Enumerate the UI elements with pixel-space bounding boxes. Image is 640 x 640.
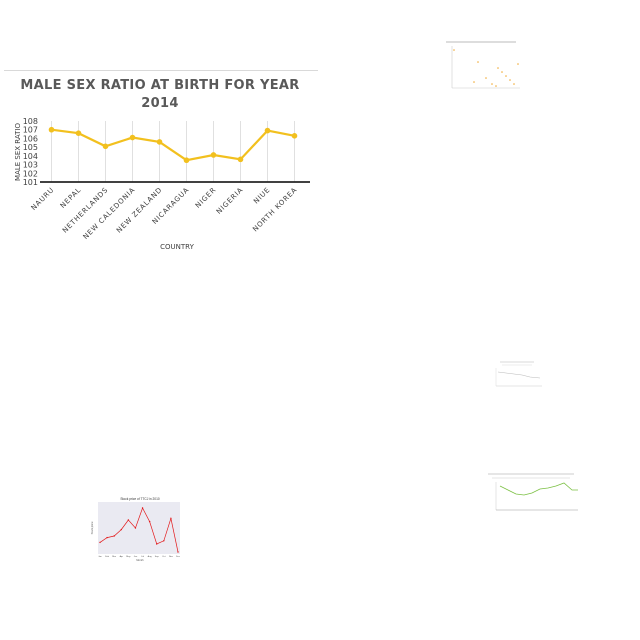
data-point xyxy=(48,126,55,133)
thumbnail-faint-line-chart xyxy=(495,361,542,387)
x-tick-label: NIGERIA xyxy=(215,186,245,216)
stock-x-tick: Mar xyxy=(112,555,116,558)
data-point xyxy=(183,157,190,164)
x-tick-label: NAURU xyxy=(30,186,56,212)
y-tick-label: 108 xyxy=(23,117,38,126)
stock-x-tick: Oct xyxy=(162,555,166,558)
stock-y-label: Stock price xyxy=(90,521,94,534)
x-tick-label: NETHERLANDS xyxy=(61,186,110,235)
stock-point xyxy=(156,543,158,545)
series-line xyxy=(51,128,295,162)
y-tick-label: 104 xyxy=(23,152,38,161)
y-tick-label: 105 xyxy=(23,143,38,152)
stock-point xyxy=(148,520,151,523)
chart-title: MALE SEX RATIO AT BIRTH FOR YEAR 2014 xyxy=(20,78,300,111)
stock-x-tick: Aug xyxy=(148,555,153,558)
thumbnail-green-line-chart xyxy=(488,473,578,511)
data-point xyxy=(264,127,271,134)
stock-point xyxy=(99,541,101,544)
stock-x-tick: Dec xyxy=(176,556,181,558)
stock-point xyxy=(177,551,179,553)
x-tick-label: NEW CALEDONIA xyxy=(82,186,137,241)
stock-plot-area xyxy=(98,502,180,554)
data-point xyxy=(237,156,244,163)
stock-x-tick: Apr xyxy=(120,555,124,558)
stock-x-tick: Jul xyxy=(141,556,144,558)
stock-point xyxy=(127,519,130,521)
data-point xyxy=(129,134,136,141)
stock-x-label: Month xyxy=(136,558,144,562)
data-point xyxy=(291,133,298,139)
stock-point xyxy=(120,528,122,531)
y-tick-label: 103 xyxy=(23,161,38,170)
title-divider xyxy=(4,70,318,71)
stock-point xyxy=(163,540,165,542)
y-tick-label: 106 xyxy=(23,134,38,143)
data-point xyxy=(210,152,217,158)
stock-title: Stock price of TTCJ in 2010 xyxy=(120,497,159,501)
data-point xyxy=(75,130,82,136)
stock-x-tick: Feb xyxy=(105,556,110,558)
stock-point xyxy=(106,536,108,539)
x-tick-label: NEPAL xyxy=(59,186,83,210)
y-tick-label: 102 xyxy=(23,169,38,178)
stock-x-tick: Jan xyxy=(98,556,102,558)
stock-point xyxy=(141,507,144,509)
stock-series-line xyxy=(99,507,179,553)
x-axis-label: COUNTRY xyxy=(160,243,194,251)
data-point xyxy=(156,139,163,145)
thumbnail-scatter-chart xyxy=(440,38,524,94)
x-tick-label: NIUE xyxy=(252,186,272,206)
y-axis-label: MALE SEX RATIO xyxy=(14,123,22,181)
stock-point xyxy=(113,535,115,537)
stock-x-tick: May xyxy=(126,556,131,558)
stock-point xyxy=(134,527,137,529)
data-point xyxy=(102,143,109,150)
x-tick-label: NIGER xyxy=(194,186,218,210)
stock-x-tick: Nov xyxy=(169,556,174,558)
stock-x-tick: Jun xyxy=(134,556,138,558)
y-tick-label: 101 xyxy=(23,178,38,187)
stock-x-tick: Sep xyxy=(155,556,160,558)
y-tick-label: 107 xyxy=(23,126,38,135)
stock-point xyxy=(170,517,172,520)
x-tick-label: NEW ZEALAND xyxy=(115,186,164,235)
